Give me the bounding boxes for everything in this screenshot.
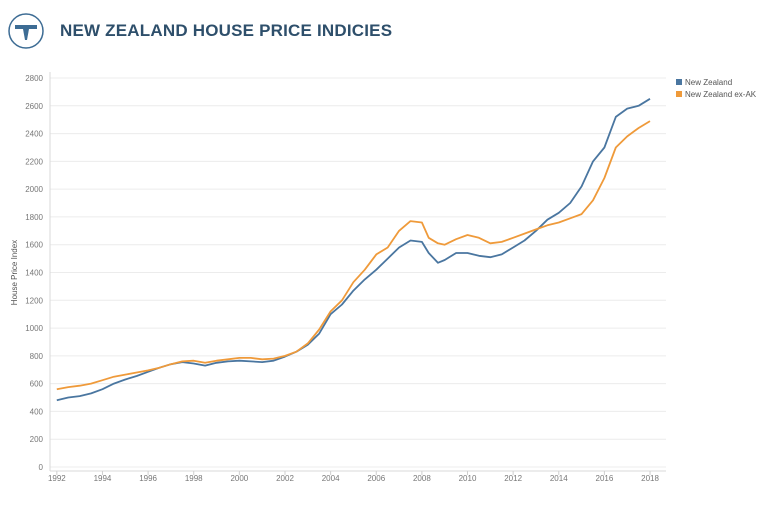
y-tick-label: 2200 — [25, 157, 43, 166]
x-tick-label: 1992 — [48, 474, 66, 483]
y-tick-label: 1600 — [25, 241, 43, 250]
y-tick-label: 2400 — [25, 130, 43, 139]
y-tick-label: 200 — [30, 435, 44, 444]
page-title: NEW ZEALAND HOUSE PRICE INDICIES — [60, 21, 393, 40]
y-axis-title: House Price Index — [10, 240, 19, 305]
y-tick-label: 2800 — [25, 74, 43, 83]
legend-swatch — [676, 91, 682, 97]
legend-swatch — [676, 79, 682, 85]
y-tick-label: 400 — [30, 407, 44, 416]
x-tick-label: 2002 — [276, 474, 294, 483]
y-tick-label: 2600 — [25, 102, 43, 111]
y-tick-label: 1200 — [25, 296, 43, 305]
y-tick-label: 1000 — [25, 324, 43, 333]
series-line-new-zealand-ex-ak — [56, 120, 651, 391]
x-tick-label: 2006 — [367, 474, 385, 483]
legend-label: New Zealand — [685, 77, 733, 87]
chart-legend: New Zealand New Zealand ex-AK — [676, 76, 756, 100]
x-tick-label: 2012 — [504, 474, 522, 483]
series-line-new-zealand — [56, 98, 651, 402]
x-tick-label: 2014 — [550, 474, 568, 483]
legend-label: New Zealand ex-AK — [685, 89, 757, 99]
y-tick-label: 800 — [30, 352, 44, 361]
y-tick-label: 1400 — [25, 269, 43, 278]
x-tick-label: 1998 — [185, 474, 203, 483]
x-tick-label: 2008 — [413, 474, 431, 483]
x-tick-label: 1996 — [139, 474, 157, 483]
x-tick-label: 2010 — [459, 474, 477, 483]
y-tick-label: 0 — [39, 463, 44, 472]
y-tick-label: 2000 — [25, 185, 43, 194]
x-tick-label: 2018 — [641, 474, 659, 483]
y-tick-label: 1800 — [25, 213, 43, 222]
x-tick-label: 2016 — [596, 474, 614, 483]
legend-item-new-zealand-ex-ak[interactable]: New Zealand ex-AK — [676, 88, 756, 100]
x-tick-label: 2004 — [322, 474, 340, 483]
tau-logo-icon — [8, 13, 44, 49]
x-tick-label: 1994 — [94, 474, 112, 483]
y-tick-label: 600 — [30, 380, 44, 389]
x-tick-label: 2000 — [230, 474, 248, 483]
legend-item-new-zealand[interactable]: New Zealand — [676, 76, 756, 88]
